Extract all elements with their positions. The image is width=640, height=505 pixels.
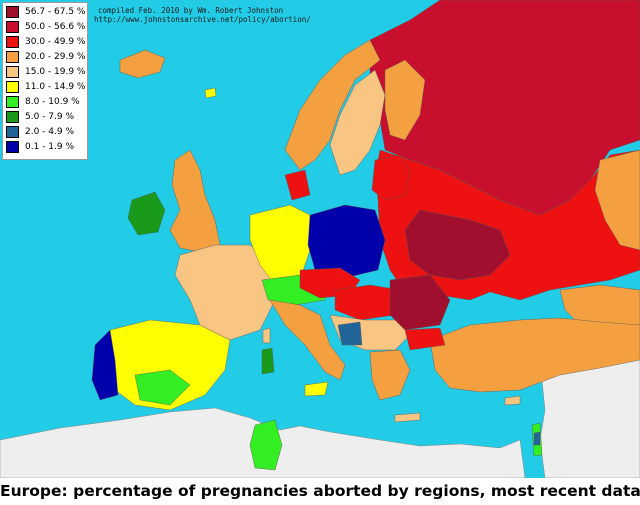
legend-label: 5.0 - 7.9 % — [25, 112, 75, 122]
legend-row: 20.0 - 29.9 % — [6, 51, 86, 63]
legend-swatch — [6, 36, 19, 48]
poland-region — [307, 204, 386, 279]
turkey-region — [429, 317, 640, 393]
italy-region — [269, 299, 346, 381]
legend-label: 0.1 - 1.9 % — [25, 142, 75, 152]
legend-label: 11.0 - 14.9 % — [25, 82, 86, 92]
credit-line: compiled Feb. 2010 by Wm. Robert Johnsto… — [98, 6, 284, 15]
sardinia — [261, 347, 275, 375]
legend-swatch — [6, 21, 19, 33]
legend-row: 2.0 - 4.9 % — [6, 126, 86, 138]
legend-row: 5.0 - 7.9 % — [6, 111, 86, 123]
legend-row: 15.0 - 19.9 % — [6, 66, 86, 78]
legend-swatch — [6, 141, 19, 153]
iceland — [119, 49, 166, 79]
sweden-region — [329, 69, 386, 176]
legend-label: 2.0 - 4.9 % — [25, 127, 75, 137]
legend-label: 56.7 - 67.5 % — [25, 7, 86, 17]
kazakhstan-region — [594, 149, 640, 251]
legend-label: 8.0 - 10.9 % — [25, 97, 80, 107]
legend-row: 30.0 - 49.9 % — [6, 36, 86, 48]
denmark-region — [284, 169, 311, 201]
spain-south-region — [134, 369, 191, 406]
legend-row: 0.1 - 1.9 % — [6, 141, 86, 153]
france-region — [174, 244, 276, 341]
legend-swatch — [6, 126, 19, 138]
finland-region — [384, 59, 426, 141]
legend: 56.7 - 67.5 % 50.0 - 56.6 % 30.0 - 49.9 … — [2, 2, 88, 160]
cyprus — [504, 395, 521, 406]
portugal-region — [91, 329, 119, 401]
legend-label: 15.0 - 19.9 % — [25, 67, 86, 77]
legend-swatch — [6, 111, 19, 123]
bosnia-region — [337, 321, 363, 346]
legend-row: 56.7 - 67.5 % — [6, 6, 86, 18]
legend-swatch — [6, 66, 19, 78]
corsica — [262, 327, 271, 344]
legend-swatch — [6, 96, 19, 108]
map-caption: Europe: percentage of pregnancies aborte… — [0, 478, 640, 505]
crete — [394, 412, 421, 423]
legend-row: 8.0 - 10.9 % — [6, 96, 86, 108]
tunisia-region — [249, 419, 283, 471]
legend-swatch — [6, 51, 19, 63]
legend-label: 30.0 - 49.9 % — [25, 37, 86, 47]
legend-swatch — [6, 6, 19, 18]
sicily — [304, 381, 329, 397]
source-url: http://www.johnstonsarchive.net/policy/a… — [94, 15, 311, 24]
legend-label: 50.0 - 56.6 % — [25, 22, 86, 32]
ukraine-region — [404, 209, 511, 281]
baltic-region — [371, 154, 411, 201]
lebanon-region — [533, 431, 541, 446]
bulgaria-region — [404, 327, 446, 351]
legend-row: 50.0 - 56.6 % — [6, 21, 86, 33]
ireland — [127, 191, 166, 236]
legend-row: 11.0 - 14.9 % — [6, 81, 86, 93]
greece-region — [369, 349, 411, 401]
legend-label: 20.0 - 29.9 % — [25, 52, 86, 62]
europe-map — [0, 0, 640, 478]
romania-region — [389, 274, 451, 331]
norway-region — [284, 39, 381, 171]
legend-swatch — [6, 81, 19, 93]
faroe-islands — [204, 87, 217, 99]
